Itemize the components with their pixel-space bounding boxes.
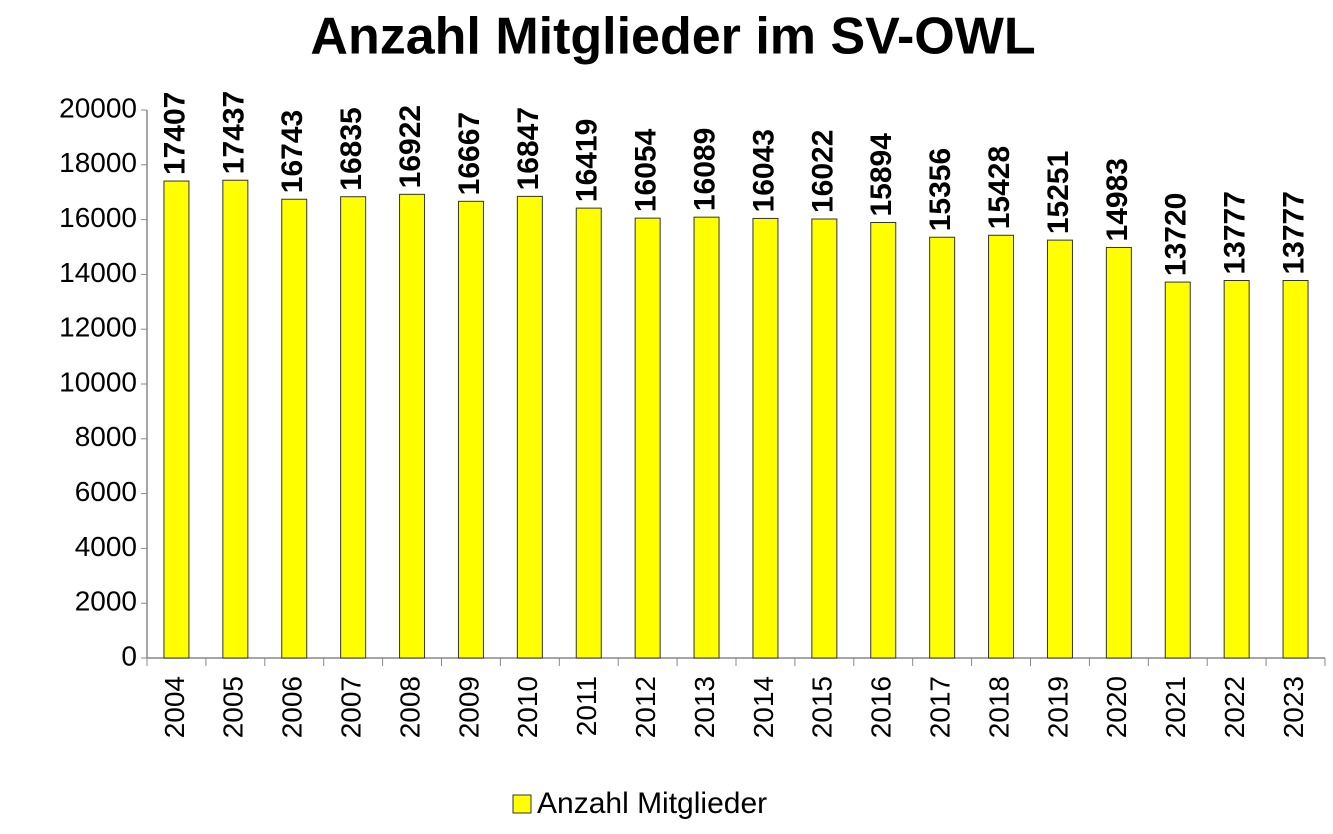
data-label: 16835 — [335, 107, 368, 190]
bar — [929, 236, 956, 659]
data-label: 16022 — [806, 130, 839, 213]
bar — [457, 200, 484, 659]
x-tick-label: 2017 — [925, 676, 956, 738]
bar — [1046, 239, 1073, 659]
y-tick-label: 12000 — [59, 312, 137, 343]
x-tick-label: 2012 — [630, 676, 661, 738]
y-tick-label: 20000 — [59, 92, 137, 123]
y-tick-label: 14000 — [59, 257, 137, 288]
data-label: 15428 — [983, 146, 1016, 229]
bar — [516, 195, 543, 659]
bar — [1105, 246, 1132, 659]
data-label: 14983 — [1101, 158, 1134, 241]
x-tick-label: 2014 — [748, 676, 779, 738]
x-tick-label: 2015 — [807, 676, 838, 738]
y-tick-label: 6000 — [75, 476, 137, 507]
data-label: 16054 — [630, 128, 663, 212]
data-label: 16043 — [747, 129, 780, 212]
bar — [399, 193, 426, 659]
y-tick-label: 2000 — [75, 586, 137, 617]
bar — [634, 217, 661, 659]
bar — [1223, 280, 1250, 659]
bar — [988, 234, 1015, 659]
x-tick-label: 2013 — [689, 676, 720, 738]
x-tick-label: 2004 — [159, 676, 190, 738]
x-tick-label: 2022 — [1219, 676, 1250, 738]
bar — [163, 180, 190, 659]
x-tick-label: 2005 — [218, 676, 249, 738]
legend-swatch — [512, 794, 532, 814]
x-tick-label: 2021 — [1160, 676, 1191, 738]
legend-label: Anzahl Mitglieder — [537, 787, 767, 820]
x-tick-label: 2023 — [1278, 676, 1309, 738]
bar — [752, 217, 779, 659]
data-label: 17407 — [158, 92, 191, 175]
bar — [1282, 280, 1309, 659]
data-label: 16419 — [571, 119, 604, 202]
bar — [222, 179, 249, 659]
bar — [870, 222, 897, 659]
data-label: 16847 — [512, 107, 545, 190]
x-tick-label: 2009 — [453, 676, 484, 738]
x-tick-label: 2006 — [277, 676, 308, 738]
data-label: 15251 — [1042, 151, 1075, 234]
bar — [281, 198, 308, 659]
x-tick-label: 2020 — [1101, 676, 1132, 738]
x-tick-label: 2008 — [394, 676, 425, 738]
x-tick-label: 2016 — [866, 676, 897, 738]
x-tick-label: 2018 — [983, 676, 1014, 738]
data-label: 16922 — [394, 105, 427, 188]
bar — [575, 207, 602, 659]
x-tick-label: 2019 — [1042, 676, 1073, 738]
y-tick-label: 0 — [121, 640, 137, 671]
data-label: 15356 — [924, 148, 957, 231]
data-label: 17437 — [217, 91, 250, 174]
y-tick-label: 18000 — [59, 147, 137, 178]
data-label: 16743 — [276, 110, 309, 193]
bar — [340, 196, 367, 659]
data-label: 16089 — [688, 128, 721, 211]
x-tick-label: 2007 — [336, 676, 367, 738]
y-tick-label: 4000 — [75, 531, 137, 562]
data-label: 13777 — [1277, 191, 1310, 274]
x-tick-label: 2011 — [571, 676, 602, 736]
data-label: 13777 — [1219, 191, 1252, 274]
y-tick-label: 8000 — [75, 421, 137, 452]
chart-title: Anzahl Mitglieder im SV-OWL — [310, 8, 1035, 66]
bar — [693, 216, 720, 659]
bar — [811, 218, 838, 659]
data-label: 16667 — [453, 112, 486, 195]
y-tick-label: 16000 — [59, 202, 137, 233]
x-tick-label: 2010 — [512, 676, 543, 738]
data-label: 15894 — [865, 133, 898, 217]
bar — [1164, 281, 1191, 659]
y-tick-label: 10000 — [59, 366, 137, 397]
data-label: 13720 — [1160, 193, 1193, 276]
